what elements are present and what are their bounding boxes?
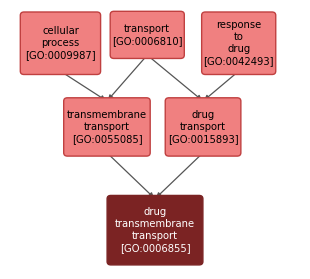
FancyBboxPatch shape — [110, 11, 184, 59]
FancyBboxPatch shape — [165, 98, 241, 156]
FancyBboxPatch shape — [20, 12, 100, 74]
FancyBboxPatch shape — [107, 195, 203, 265]
Text: transmembrane
transport
[GO:0055085]: transmembrane transport [GO:0055085] — [67, 110, 147, 144]
FancyBboxPatch shape — [64, 98, 150, 156]
Text: cellular
process
[GO:0009987]: cellular process [GO:0009987] — [25, 26, 96, 60]
Text: transport
[GO:0006810]: transport [GO:0006810] — [112, 24, 183, 46]
Text: drug
transmembrane
transport
[GO:0006855]: drug transmembrane transport [GO:0006855… — [115, 207, 195, 253]
Text: response
to
drug
[GO:0042493]: response to drug [GO:0042493] — [203, 20, 274, 66]
Text: drug
transport
[GO:0015893]: drug transport [GO:0015893] — [168, 110, 238, 144]
FancyBboxPatch shape — [202, 12, 276, 74]
